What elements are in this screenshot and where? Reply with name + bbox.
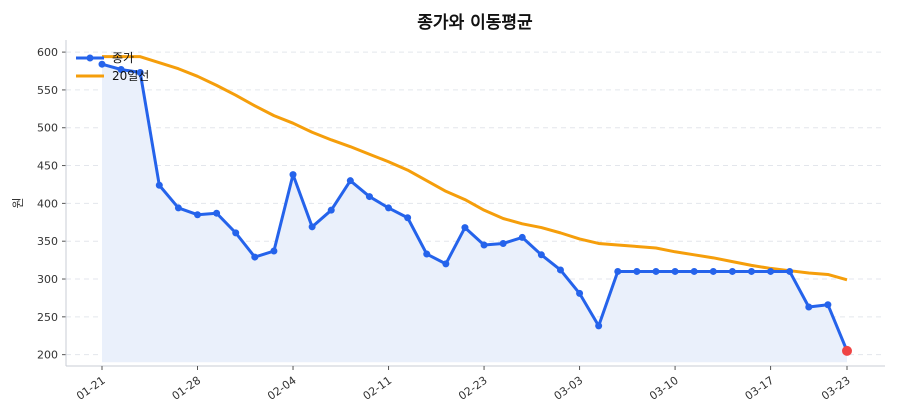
x-tick-label: 03-10	[647, 374, 681, 403]
close-point	[289, 171, 297, 179]
y-tick-label: 300	[37, 273, 58, 286]
close-point	[576, 289, 584, 297]
latest-close-point	[842, 345, 852, 356]
chart-title: 종가와 이동평균	[417, 13, 533, 33]
close-point	[308, 223, 316, 231]
close-point	[346, 177, 354, 185]
close-point	[404, 214, 412, 222]
close-point	[633, 267, 641, 275]
series-lines	[101, 55, 849, 352]
x-tick-label: 02-11	[361, 374, 395, 403]
legend-marker-close	[86, 54, 94, 62]
data-points	[98, 60, 852, 356]
close-point	[117, 65, 125, 73]
close-point	[98, 60, 106, 68]
close-point	[213, 209, 221, 217]
close-point	[709, 267, 717, 275]
close-point	[614, 267, 622, 275]
close-point	[652, 267, 660, 275]
close-point	[728, 267, 736, 275]
y-tick-label: 400	[37, 197, 58, 210]
close-point	[385, 204, 393, 212]
x-tick-label: 01-28	[170, 374, 204, 403]
x-tick-label: 03-23	[819, 374, 853, 403]
close-point	[327, 206, 335, 214]
close-point	[767, 267, 775, 275]
x-tick-label: 03-17	[743, 374, 777, 403]
x-tick-label: 02-23	[456, 374, 490, 403]
x-tick-label: 01-21	[74, 374, 108, 403]
close-point	[518, 233, 526, 241]
close-point	[824, 301, 832, 309]
close-point	[155, 181, 163, 189]
close-point	[690, 267, 698, 275]
close-point	[480, 241, 488, 249]
close-point	[194, 211, 202, 219]
ma20-line	[102, 55, 848, 282]
y-tick-label: 450	[37, 160, 58, 173]
area-fills	[102, 64, 847, 363]
close-point	[556, 266, 564, 274]
close-point	[251, 253, 259, 261]
y-tick-label: 600	[37, 46, 58, 59]
close-line	[101, 62, 849, 352]
x-tick-label: 02-04	[265, 374, 299, 403]
y-tick-label: 350	[37, 235, 58, 248]
close-point	[671, 267, 679, 275]
close-point	[442, 260, 450, 268]
close-point	[499, 239, 507, 247]
close-point	[365, 193, 373, 201]
close-point	[595, 322, 603, 330]
legend: 종가 20일선	[76, 51, 149, 83]
y-tick-label: 200	[37, 349, 58, 362]
close-point	[174, 204, 182, 212]
y-tick-label: 550	[37, 84, 58, 97]
close-area-fill	[102, 64, 847, 363]
legend-label-ma20: 20일선	[112, 69, 149, 83]
close-point	[537, 251, 545, 259]
legend-label-close: 종가	[112, 51, 134, 65]
close-point	[270, 247, 278, 255]
close-point	[423, 250, 431, 258]
close-point	[461, 224, 469, 232]
y-tick-label: 500	[37, 122, 58, 135]
close-point	[747, 267, 755, 275]
close-point	[136, 69, 144, 77]
close-point	[805, 303, 813, 311]
close-point	[786, 267, 794, 275]
x-tick-label: 03-03	[552, 374, 586, 403]
close-point	[232, 229, 240, 237]
y-axis-label: 원	[11, 197, 25, 208]
y-tick-label: 250	[37, 311, 58, 324]
